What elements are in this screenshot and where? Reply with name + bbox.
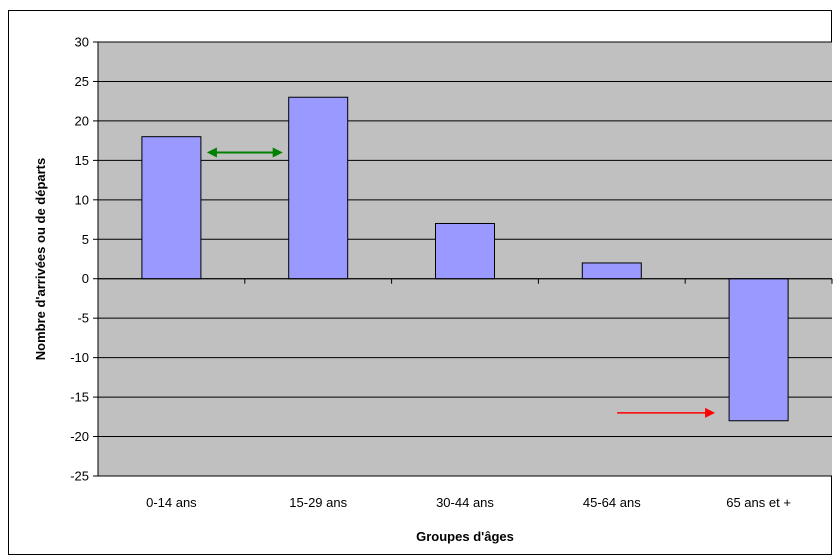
y-tick-label: -15	[70, 390, 89, 405]
y-axis-title: Nombre d'arrivées ou de départs	[33, 158, 48, 361]
bar-3	[435, 222, 495, 280]
x-tick-labels: 0-14 ans 15-29 ans 30-44 ans 45-64 ans 65 an…	[146, 495, 791, 510]
x-tick-label: 30-44 ans	[436, 495, 494, 510]
x-tick-label: 45-64 ans	[583, 495, 641, 510]
y-tick-labels: 30 25 20 15 10 5 0 -5 -10 -15 -20 -25	[70, 35, 89, 484]
x-tick-label: 15-29 ans	[289, 495, 347, 510]
y-tick-label: -10	[70, 350, 89, 365]
x-tick-label: 65 ans et +	[726, 495, 791, 510]
bar-2	[288, 96, 349, 280]
y-tick-label: 15	[75, 153, 89, 168]
y-tick-label: -5	[77, 311, 89, 326]
axes	[93, 41, 833, 477]
y-tick-label: 30	[75, 35, 89, 50]
y-tick-label: 0	[82, 271, 89, 286]
y-tick-label: -20	[70, 429, 89, 444]
y-tick-label: 25	[75, 74, 89, 89]
bars	[141, 96, 789, 422]
y-tick-label: -25	[70, 469, 89, 484]
bar-1	[141, 136, 202, 280]
y-tick-label: 5	[82, 232, 89, 247]
y-tick-label: 20	[75, 113, 89, 128]
bar-5	[728, 278, 789, 422]
annotations	[206, 147, 716, 418]
bar-4	[581, 262, 642, 280]
x-tick-label: 0-14 ans	[146, 495, 197, 510]
x-axis-title: Groupes d'âges	[416, 529, 514, 544]
y-tick-label: 10	[75, 192, 89, 207]
